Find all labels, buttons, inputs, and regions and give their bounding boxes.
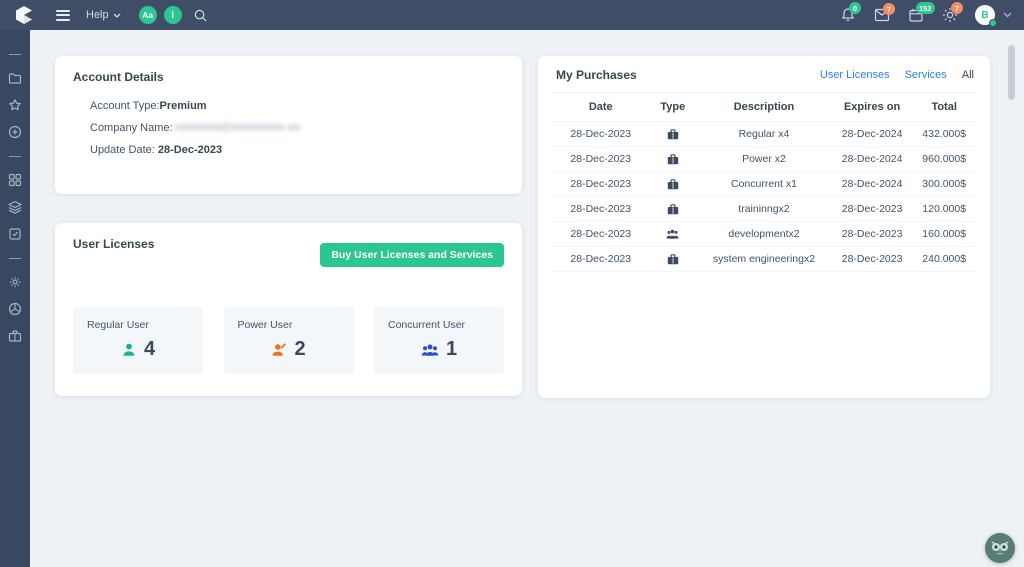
stat-regular-value: 4 xyxy=(143,338,156,360)
col-total: Total xyxy=(912,93,976,122)
sidebar-divider xyxy=(9,156,21,157)
account-details-card: Account Details Account Type:Premium Com… xyxy=(55,56,522,194)
sidebar-sphere-icon[interactable] xyxy=(8,302,22,316)
table-row: 28-Dec-2023 Regular x4 28-Dec-2024 432.0… xyxy=(552,121,976,147)
briefcase-icon xyxy=(667,253,679,265)
top-navbar: Help Aa i 0 7 152 7 B xyxy=(0,0,1024,30)
avatar-initial: B xyxy=(981,9,989,21)
buy-licenses-button[interactable]: Buy User Licenses and Services xyxy=(320,243,504,267)
bell-count-badge: 0 xyxy=(849,2,861,14)
help-label: Help xyxy=(86,9,109,21)
company-name-label: Company Name: xyxy=(90,122,173,134)
sidebar-divider xyxy=(9,258,21,259)
left-sidebar xyxy=(0,30,30,567)
owl-icon xyxy=(991,541,1009,555)
briefcase-icon xyxy=(667,178,679,190)
sidebar-check-square-icon[interactable] xyxy=(8,227,22,241)
sidebar-folder-icon[interactable] xyxy=(8,71,22,85)
sidebar-layers-icon[interactable] xyxy=(8,200,22,214)
purchases-table: Date Type Description Expires on Total 2… xyxy=(552,93,976,272)
company-name-row: Company Name: ●●●●●●●@●●●●●●●●.●● xyxy=(73,122,504,134)
table-row: 28-Dec-2023 Concurrent x1 28-Dec-2024 30… xyxy=(552,171,976,197)
sidebar-grid-icon[interactable] xyxy=(8,173,22,187)
stat-power-value: 2 xyxy=(294,338,306,360)
tab-all[interactable]: All xyxy=(961,69,974,81)
stat-power-user: Power User 2 xyxy=(223,307,354,374)
company-name-value-blurred: ●●●●●●●@●●●●●●●●.●● xyxy=(175,122,301,133)
messages-button[interactable]: 7 xyxy=(874,3,895,22)
user-icon xyxy=(123,343,135,356)
help-menu[interactable]: Help xyxy=(86,9,121,21)
briefcase-icon xyxy=(667,128,679,140)
font-size-button[interactable]: Aa xyxy=(138,6,157,24)
online-status-dot xyxy=(989,19,997,27)
mail-count-badge: 7 xyxy=(883,3,895,15)
col-date: Date xyxy=(552,93,650,122)
vertical-scrollbar[interactable] xyxy=(1008,45,1015,100)
update-date-label: Update Date: xyxy=(90,144,155,156)
user-edit-icon xyxy=(273,342,287,356)
info-button[interactable]: i xyxy=(163,6,182,24)
stat-power-label: Power User xyxy=(237,319,293,331)
calendar-count-badge: 152 xyxy=(916,2,935,14)
table-row: 28-Dec-2023 traininngx2 28-Dec-2023 120.… xyxy=(552,196,976,222)
app-logo-icon[interactable] xyxy=(13,5,35,25)
stat-concurrent-label: Concurrent User xyxy=(388,319,466,331)
settings-button[interactable]: 7 xyxy=(942,2,963,23)
avatar: B xyxy=(975,5,997,27)
user-licenses-title: User Licenses xyxy=(73,237,155,251)
purchases-filter-tabs: User Licenses Services All xyxy=(820,69,974,81)
col-expires: Expires on xyxy=(831,93,913,122)
chevron-down-icon xyxy=(1003,12,1012,18)
calendar-button[interactable]: 152 xyxy=(908,2,935,23)
sidebar-star-icon[interactable] xyxy=(8,98,22,112)
chevron-down-icon xyxy=(113,13,121,18)
menu-toggle-button[interactable] xyxy=(56,9,70,21)
stat-concurrent-user: Concurrent User 1 xyxy=(374,307,504,374)
sidebar-divider xyxy=(9,54,21,55)
search-icon[interactable] xyxy=(193,8,208,23)
sidebar-plus-circle-icon[interactable] xyxy=(8,125,22,139)
account-type-label: Account Type: xyxy=(90,100,160,112)
main-content: Account Details Account Type:Premium Com… xyxy=(30,30,1024,567)
stat-regular-user: Regular User 4 xyxy=(73,307,203,374)
notifications-bell-button[interactable]: 0 xyxy=(840,2,861,23)
update-date-row: Update Date: 28-Dec-2023 xyxy=(73,144,504,156)
col-description: Description xyxy=(696,93,832,122)
update-date-value: 28-Dec-2023 xyxy=(157,144,223,156)
table-row: 28-Dec-2023 Power x2 28-Dec-2024 960.000… xyxy=(552,146,976,172)
users-icon xyxy=(666,229,679,240)
chat-widget-button[interactable] xyxy=(985,533,1015,563)
sidebar-gear-icon[interactable] xyxy=(8,275,22,289)
settings-count-badge: 7 xyxy=(951,2,963,14)
account-type-value: Premium xyxy=(159,100,207,112)
users-icon xyxy=(421,344,439,356)
table-row: 28-Dec-2023 system engineeringx2 28-Dec-… xyxy=(552,246,976,272)
sidebar-briefcase-icon[interactable] xyxy=(8,329,22,343)
briefcase-icon xyxy=(667,153,679,165)
col-type: Type xyxy=(649,93,697,122)
tab-user-licenses[interactable]: User Licenses xyxy=(819,69,890,81)
briefcase-icon xyxy=(667,203,679,215)
my-purchases-card: My Purchases User Licenses Services All … xyxy=(538,56,990,398)
stat-concurrent-value: 1 xyxy=(445,338,458,360)
table-row: 28-Dec-2023 developmentx2 28-Dec-2023 16… xyxy=(552,221,976,247)
stat-regular-label: Regular User xyxy=(87,319,149,331)
account-details-title: Account Details xyxy=(73,70,164,84)
user-licenses-card: User Licenses Buy User Licenses and Serv… xyxy=(55,223,522,396)
user-menu[interactable]: B xyxy=(975,5,1012,27)
my-purchases-title: My Purchases xyxy=(556,68,637,82)
account-type-row: Account Type:Premium xyxy=(73,100,504,112)
tab-services[interactable]: Services xyxy=(904,69,947,81)
